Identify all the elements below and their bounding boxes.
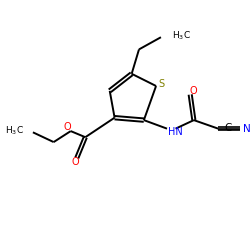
Text: H$_3$C: H$_3$C (172, 30, 191, 42)
Text: O: O (72, 157, 80, 167)
Text: C: C (225, 123, 232, 133)
Text: H$_3$C: H$_3$C (6, 125, 25, 137)
Text: HN: HN (168, 126, 183, 136)
Text: O: O (189, 86, 197, 96)
Text: O: O (64, 122, 72, 132)
Text: N: N (242, 124, 250, 134)
Text: S: S (158, 79, 164, 89)
